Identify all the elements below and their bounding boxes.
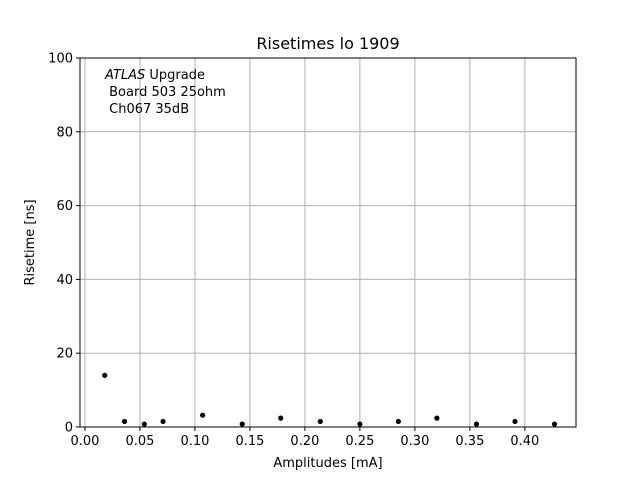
data-point — [102, 372, 108, 378]
data-point — [239, 421, 245, 427]
data-point — [278, 415, 284, 421]
data-point — [200, 412, 206, 418]
x-tick-label: 0.10 — [180, 434, 209, 449]
x-tick-label: 0.30 — [400, 434, 429, 449]
data-point — [512, 418, 518, 425]
grid — [80, 57, 576, 428]
y-axis-label: Risetime [ns] — [23, 199, 38, 285]
data-point — [160, 418, 166, 425]
data-point — [473, 421, 480, 427]
x-tick-label: 0.40 — [510, 434, 539, 449]
data-point — [434, 415, 440, 421]
x-tick-label: 0.20 — [290, 434, 319, 449]
annotation: ATLAS Upgrade Board 503 25ohm Ch067 35dB — [104, 68, 226, 117]
axis-ticks: 0.00 0.05 0.10 0.15 0.20 0.25 0.30 0.35 0.40 0 20 4… — [48, 52, 539, 450]
annotation-upgrade: Upgrade — [145, 68, 205, 83]
data-points — [102, 372, 558, 427]
annotation-line-1: ATLAS Upgrade — [104, 68, 205, 83]
data-point — [121, 418, 128, 425]
x-tick-label: 0.15 — [235, 434, 264, 449]
plot-frame — [79, 57, 577, 428]
annotation-atlas: ATLAS — [104, 68, 145, 83]
x-tick-label: 0.25 — [345, 434, 374, 449]
x-tick-label: 0.00 — [70, 434, 99, 449]
y-tick-label: 80 — [56, 125, 73, 140]
y-tick-label: 60 — [56, 199, 73, 214]
y-tick-label: 0 — [65, 421, 73, 436]
x-tick-label: 0.35 — [455, 434, 484, 449]
data-point — [551, 421, 558, 427]
x-tick-label: 0.05 — [125, 434, 154, 449]
y-tick-label: 20 — [56, 347, 73, 362]
y-tick-label: 40 — [56, 273, 73, 288]
annotation-line-2: Board 503 25ohm — [105, 85, 226, 100]
data-point — [395, 418, 401, 425]
y-tick-label: 100 — [48, 52, 73, 67]
data-point — [317, 418, 323, 425]
chart-title: Risetimes lo 1909 — [256, 34, 399, 53]
data-point — [357, 421, 363, 427]
data-point — [141, 421, 147, 427]
x-axis-label: Amplitudes [mA] — [273, 456, 382, 471]
annotation-line-3: Ch067 35dB — [105, 102, 189, 117]
